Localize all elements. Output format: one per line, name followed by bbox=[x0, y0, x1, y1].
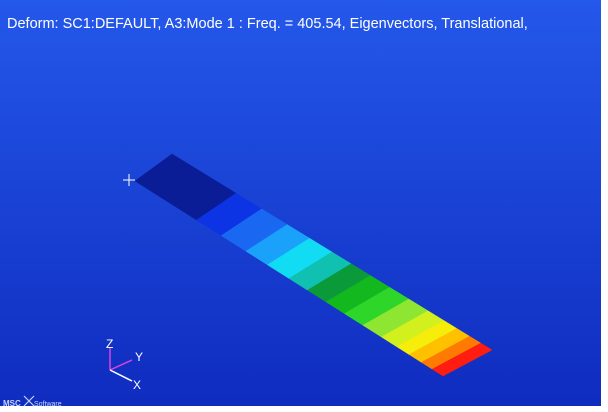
triad-z-label: Z bbox=[106, 337, 113, 351]
deformed-beam bbox=[134, 153, 493, 377]
logo-text: Software bbox=[34, 401, 62, 408]
beam-band bbox=[431, 342, 493, 377]
triad-y-label: Y bbox=[135, 350, 143, 364]
logo-mark bbox=[23, 395, 35, 407]
crosshair bbox=[123, 174, 135, 186]
triad-x-label: X bbox=[133, 378, 141, 392]
viewport-title: Deform: SC1:DEFAULT, A3:Mode 1 : Freq. =… bbox=[7, 16, 528, 32]
logo-brand: MSC bbox=[3, 399, 21, 408]
axis-triad bbox=[109, 347, 133, 382]
background bbox=[0, 0, 601, 406]
